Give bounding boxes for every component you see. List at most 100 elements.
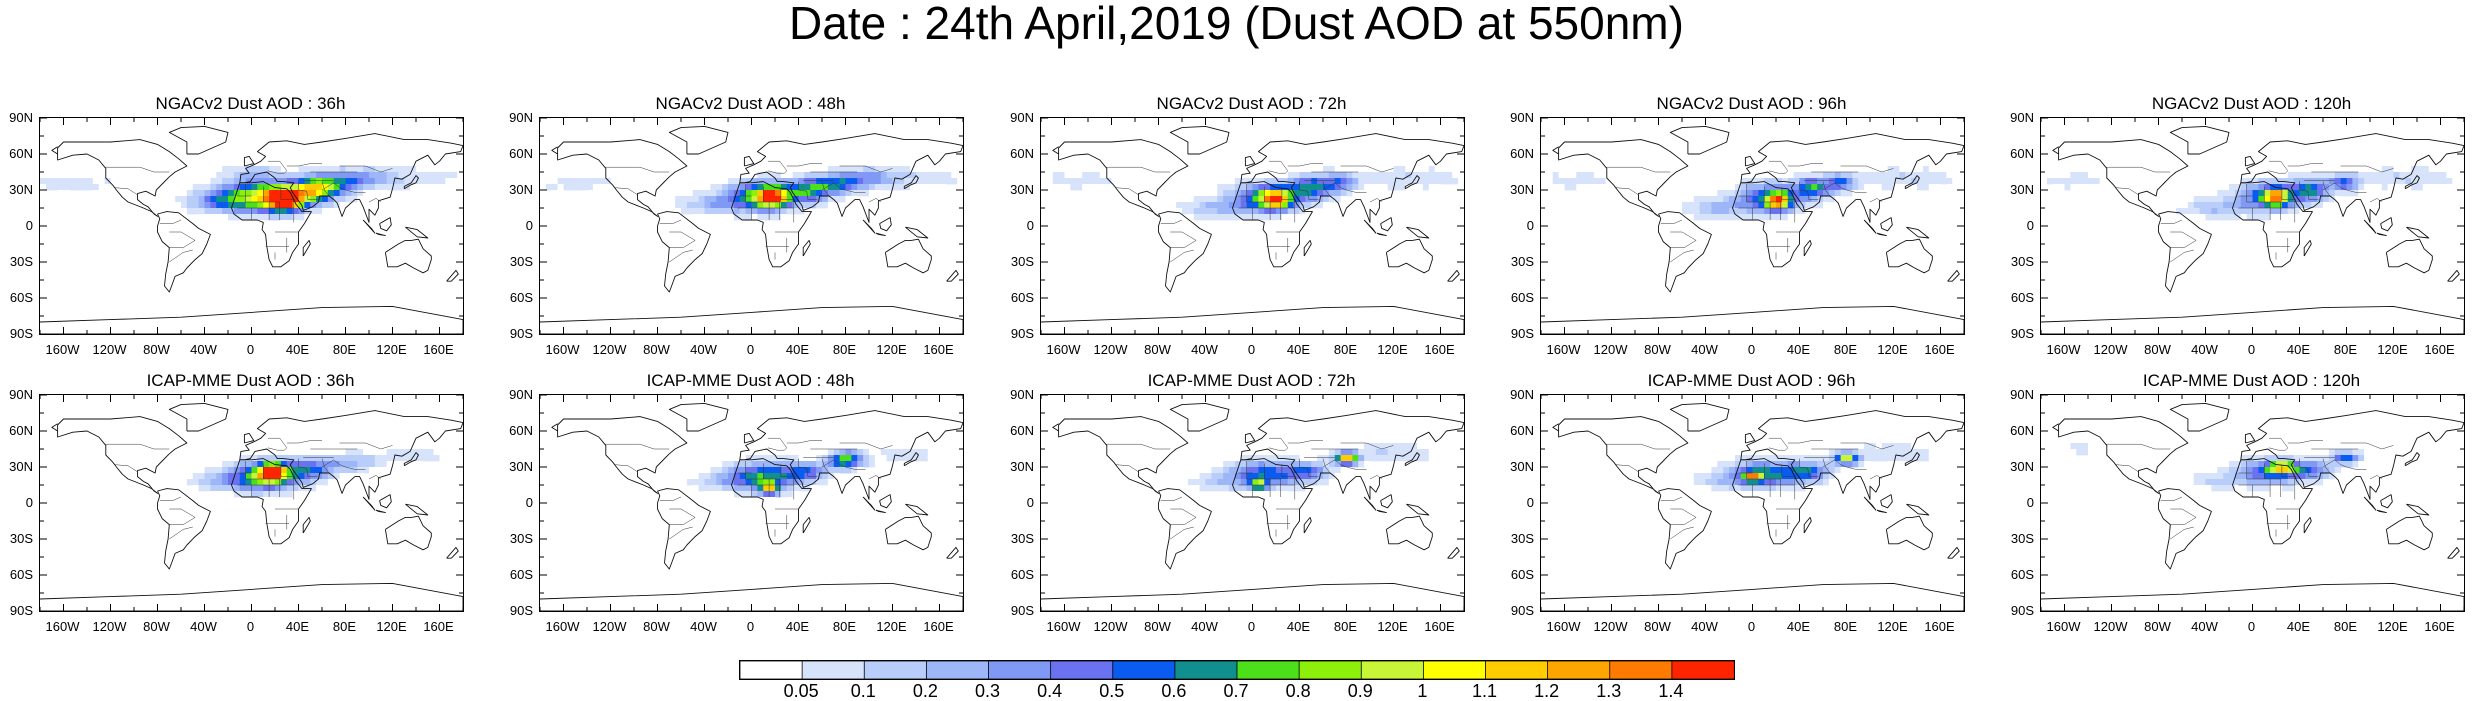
longitude-tick-label: 0: [746, 619, 755, 634]
aod-cell: [833, 473, 841, 480]
aod-cell: [1434, 184, 1441, 191]
coastline: [1041, 582, 1464, 611]
aod-cell: [1546, 184, 1554, 191]
aod-cell: [1117, 172, 1124, 179]
coastline: [2447, 546, 2460, 559]
aod-cell: [263, 214, 270, 221]
country-border: [2340, 442, 2394, 450]
aod-cell: [763, 202, 770, 209]
country-border: [786, 163, 822, 167]
aod-cell: [1852, 461, 1859, 468]
panel-title: NGACv2 Dust AOD : 48h: [655, 94, 846, 113]
aod-cell: [245, 196, 252, 203]
aod-cell: [245, 214, 252, 221]
aod-cell: [1846, 455, 1853, 462]
aod-cell: [1905, 172, 1912, 179]
aod-cell: [2411, 178, 2418, 185]
aod-cell: [2240, 455, 2248, 462]
longitude-tick-label: 160E: [2424, 342, 2455, 357]
longitude-tick-label: 160W: [45, 619, 80, 634]
aod-cell: [233, 467, 241, 474]
aod-cell: [563, 184, 570, 191]
aod-cell: [92, 178, 100, 185]
aod-cell: [2428, 166, 2436, 173]
aod-cell: [263, 178, 270, 185]
aod-cell: [216, 166, 223, 173]
aod-cell: [269, 467, 276, 474]
aod-cell: [286, 473, 294, 480]
aod-cell: [1099, 172, 1107, 179]
aod-cell: [2305, 196, 2312, 203]
aod-cell: [1734, 467, 1742, 474]
aod-cell: [716, 491, 723, 498]
aod-cell: [245, 485, 252, 492]
aod-cell: [386, 184, 393, 191]
aod-cell: [1793, 202, 1800, 209]
aod-cell: [57, 184, 64, 191]
country-border: [1768, 160, 1789, 174]
coastline: [239, 133, 463, 223]
aod-cell: [263, 455, 270, 462]
aod-cell: [839, 443, 846, 450]
aod-cell: [2164, 202, 2171, 209]
aod-cell: [728, 172, 735, 179]
aod-cell: [257, 166, 264, 173]
aod-cell: [2076, 443, 2083, 450]
aod-cell: [822, 190, 829, 197]
aod-cell: [2305, 172, 2312, 179]
aod-cell: [880, 166, 888, 173]
country-border: [1264, 186, 1281, 203]
aod-cell: [204, 467, 211, 474]
aod-cell: [286, 208, 294, 215]
aod-cell: [292, 467, 299, 474]
country-border: [298, 458, 318, 477]
aod-cell: [269, 166, 276, 173]
aod-cell: [1305, 455, 1312, 462]
aod-cell: [1405, 178, 1412, 185]
aod-cell: [1170, 202, 1177, 209]
latitude-tick-label: 60N: [9, 423, 33, 438]
aod-cell: [733, 172, 741, 179]
aod-cell: [2387, 178, 2394, 185]
aod-cell: [1764, 190, 1771, 197]
aod-cell: [233, 485, 241, 492]
aod-cell: [316, 190, 323, 197]
aod-cell: [1258, 208, 1265, 215]
aod-cell: [1411, 184, 1418, 191]
aod-cell: [581, 184, 588, 191]
colorbar-swatch: [863, 660, 928, 680]
aod-cell: [1776, 461, 1783, 468]
aod-cell: [2070, 443, 2077, 450]
aod-cell: [857, 449, 864, 456]
aod-cell: [1611, 172, 1618, 179]
aod-cell: [692, 190, 700, 197]
aod-cell: [2328, 184, 2336, 191]
longitude-tick-label: 0: [1247, 619, 1256, 634]
coastlines: [540, 402, 963, 611]
latitude-tick-label: 30N: [9, 182, 33, 197]
aod-cell: [2287, 214, 2295, 221]
aod-cell: [404, 455, 411, 462]
aod-cell: [557, 172, 564, 179]
aod-cell: [1381, 172, 1389, 179]
aod-cell: [2246, 190, 2253, 197]
aod-cell: [1258, 178, 1265, 185]
coastlines: [1041, 402, 1464, 611]
aod-cell: [2246, 455, 2253, 462]
aod-cell: [1234, 214, 1242, 221]
longitude-tick-label: 160W: [2046, 342, 2081, 357]
aod-cell: [2234, 455, 2242, 462]
axis-ticks: [1041, 395, 1464, 611]
aod-cell: [2264, 196, 2271, 203]
country-border: [368, 198, 381, 203]
aod-cell: [2417, 166, 2424, 173]
aod-cell: [1358, 172, 1365, 179]
aod-cell: [1264, 461, 1271, 468]
aod-cell: [792, 208, 799, 215]
aod-cell: [1699, 485, 1706, 492]
latitude-tick-label: 30N: [1010, 459, 1034, 474]
aod-cell: [1246, 479, 1253, 486]
longitude-tick-label: 40W: [2191, 619, 2218, 634]
aod-cell: [716, 190, 723, 197]
aod-cell: [1193, 473, 1201, 480]
